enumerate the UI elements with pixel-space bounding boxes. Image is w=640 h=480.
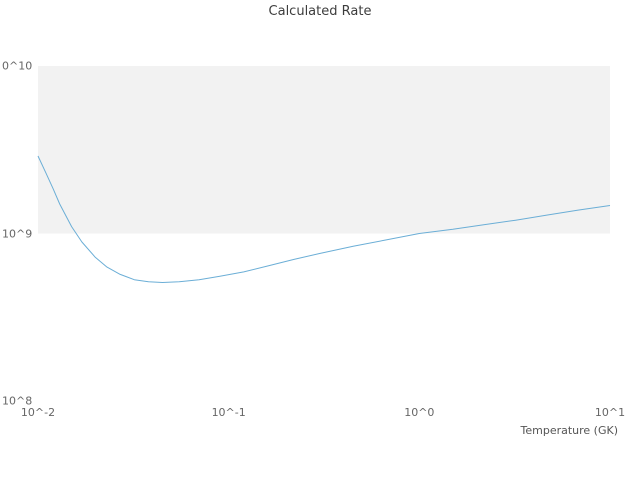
y-tick-label: 10^9: [2, 227, 33, 240]
x-axis-label: Temperature (GK): [520, 424, 619, 437]
y-tick-label: 0^10: [2, 59, 33, 73]
x-tick-label: 10^-1: [211, 406, 246, 419]
y-tick-label: 10^8: [2, 394, 33, 408]
x-tick-label: 10^0: [404, 406, 435, 419]
rate-line: [37, 155, 611, 283]
x-tick-label: 10^1: [594, 406, 626, 419]
x-tick-label: 10^-2: [20, 406, 56, 419]
chart-title: Calculated Rate: [268, 4, 372, 19]
log-decade-band: [38, 66, 610, 234]
